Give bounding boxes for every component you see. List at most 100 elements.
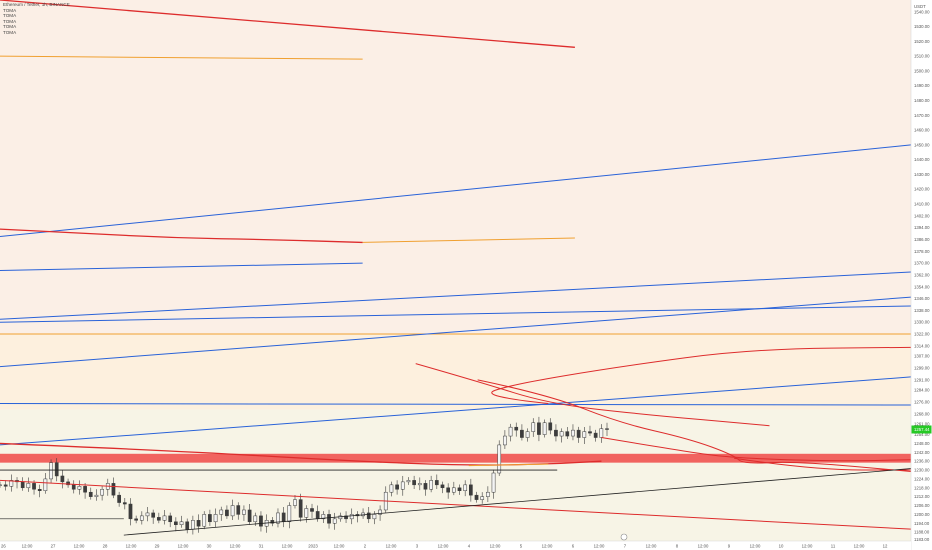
- candle[interactable]: [349, 514, 354, 520]
- candle[interactable]: [293, 499, 297, 506]
- candle[interactable]: [446, 487, 451, 493]
- candle[interactable]: [520, 429, 524, 438]
- time-axis[interactable]: [0, 541, 911, 550]
- candle[interactable]: [276, 512, 280, 524]
- candle[interactable]: [525, 431, 530, 438]
- candle[interactable]: [236, 505, 241, 515]
- candle[interactable]: [395, 484, 399, 490]
- trend-line[interactable]: [491, 346, 912, 405]
- candle[interactable]: [168, 515, 173, 523]
- candle[interactable]: [83, 486, 87, 493]
- candle[interactable]: [508, 426, 513, 437]
- price-axis[interactable]: [911, 0, 932, 550]
- candle[interactable]: [191, 520, 195, 530]
- candle[interactable]: [162, 515, 167, 521]
- candle[interactable]: [605, 428, 609, 430]
- candle[interactable]: [315, 511, 320, 520]
- candle[interactable]: [599, 428, 604, 438]
- candle[interactable]: [202, 514, 207, 527]
- candle[interactable]: [139, 515, 144, 521]
- candle[interactable]: [122, 502, 127, 505]
- candle[interactable]: [593, 432, 598, 438]
- candle[interactable]: [389, 484, 394, 493]
- candle[interactable]: [457, 487, 462, 491]
- trend-line[interactable]: [0, 228, 363, 244]
- candle[interactable]: [134, 518, 138, 521]
- candle[interactable]: [480, 496, 485, 500]
- candle[interactable]: [94, 494, 99, 497]
- candle[interactable]: [43, 478, 48, 491]
- candle[interactable]: [440, 484, 445, 489]
- candle[interactable]: [49, 462, 53, 480]
- candle[interactable]: [26, 483, 31, 489]
- candle[interactable]: [344, 515, 348, 520]
- trend-line[interactable]: [0, 376, 912, 446]
- candle[interactable]: [491, 472, 496, 493]
- candle[interactable]: [451, 487, 456, 493]
- candle[interactable]: [208, 514, 212, 523]
- trend-line[interactable]: [0, 262, 363, 271]
- trend-line[interactable]: [734, 457, 911, 471]
- scroll-to-realtime-icon[interactable]: [620, 533, 628, 541]
- candle[interactable]: [338, 515, 343, 520]
- candle[interactable]: [230, 505, 235, 517]
- candle[interactable]: [253, 515, 258, 523]
- candle[interactable]: [542, 422, 547, 435]
- trend-line[interactable]: [0, 144, 912, 238]
- candle[interactable]: [247, 509, 252, 523]
- candle[interactable]: [417, 483, 422, 486]
- candle[interactable]: [88, 491, 93, 497]
- candle[interactable]: [486, 491, 490, 497]
- candle[interactable]: [434, 480, 439, 486]
- candle[interactable]: [576, 429, 581, 438]
- candle[interactable]: [60, 475, 65, 483]
- candle[interactable]: [281, 512, 286, 523]
- candle[interactable]: [571, 429, 575, 437]
- candle[interactable]: [77, 486, 82, 490]
- candle[interactable]: [372, 514, 377, 520]
- candle[interactable]: [588, 431, 592, 434]
- candle[interactable]: [145, 512, 150, 517]
- candle[interactable]: [20, 481, 25, 489]
- candle[interactable]: [111, 483, 116, 496]
- candle[interactable]: [503, 435, 507, 446]
- candle[interactable]: [366, 512, 371, 520]
- candle[interactable]: [474, 494, 479, 500]
- candle[interactable]: [185, 521, 190, 530]
- trend-line[interactable]: [477, 379, 912, 473]
- trend-line[interactable]: [362, 237, 575, 243]
- trend-line[interactable]: [0, 271, 912, 320]
- candle[interactable]: [429, 480, 433, 490]
- candle[interactable]: [537, 422, 541, 435]
- candle[interactable]: [0, 484, 2, 486]
- candle[interactable]: [412, 480, 416, 486]
- candle[interactable]: [3, 484, 8, 487]
- candle[interactable]: [554, 429, 558, 437]
- candle[interactable]: [242, 509, 246, 515]
- candle[interactable]: [225, 509, 229, 517]
- candle[interactable]: [151, 512, 156, 518]
- candle[interactable]: [463, 484, 468, 491]
- candle[interactable]: [287, 505, 292, 523]
- candle[interactable]: [559, 431, 564, 437]
- candle[interactable]: [196, 520, 201, 527]
- candle[interactable]: [565, 431, 570, 437]
- candle[interactable]: [332, 518, 337, 524]
- candle[interactable]: [406, 480, 411, 483]
- trend-line[interactable]: [0, 55, 363, 60]
- candle[interactable]: [582, 431, 587, 438]
- candle[interactable]: [213, 514, 218, 523]
- candle[interactable]: [469, 484, 473, 496]
- candle[interactable]: [327, 514, 331, 524]
- candle[interactable]: [497, 444, 502, 474]
- candle[interactable]: [9, 480, 14, 487]
- candle[interactable]: [156, 517, 161, 521]
- candle[interactable]: [179, 521, 184, 525]
- trend-line[interactable]: [415, 363, 770, 427]
- candle[interactable]: [259, 515, 263, 527]
- candle[interactable]: [304, 508, 309, 518]
- candle[interactable]: [66, 481, 70, 486]
- candle[interactable]: [321, 514, 326, 520]
- trend-line[interactable]: [0, 296, 912, 368]
